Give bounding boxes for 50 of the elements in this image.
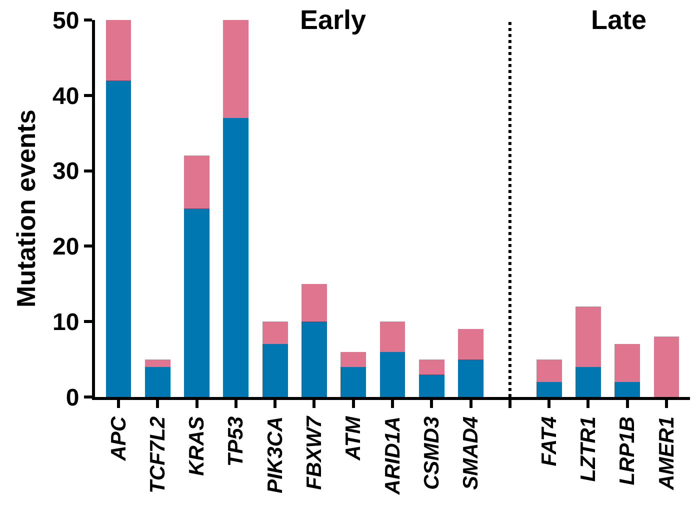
bar — [106, 80, 132, 397]
bar — [262, 344, 288, 397]
x-tick-label: LZTR1 — [577, 416, 600, 482]
x-tick-label: ATM — [342, 416, 366, 462]
x-tick-label: AMER1 — [655, 416, 678, 491]
bar — [184, 156, 210, 208]
x-tick-label: FAT4 — [538, 416, 561, 466]
bar — [340, 352, 366, 367]
bar — [144, 366, 170, 397]
x-tick-label: KRAS — [186, 416, 209, 476]
bar — [340, 366, 366, 397]
x-tick-label: ARID1A — [381, 416, 404, 496]
x-tick-label: PIK3CA — [264, 416, 287, 494]
x-tick-label: LRP1B — [616, 416, 640, 486]
x-tick-label: TP53 — [224, 416, 248, 467]
bar — [536, 382, 562, 397]
annotation: Late — [591, 5, 647, 35]
bar — [301, 284, 327, 322]
bar — [144, 359, 170, 367]
x-tick-label: FBXW7 — [303, 415, 326, 490]
bar — [223, 118, 249, 397]
annotation: Early — [300, 5, 366, 35]
bar — [380, 352, 406, 397]
x-tick-label: CSMD3 — [420, 416, 444, 490]
bar — [536, 359, 562, 382]
y-tick-label: 50 — [52, 7, 80, 34]
bar — [418, 374, 444, 397]
bar — [223, 20, 249, 118]
y-tick-label: 20 — [52, 234, 80, 261]
bar — [418, 359, 444, 374]
y-tick-label: 10 — [52, 309, 80, 336]
bar — [614, 344, 640, 382]
y-tick-label: 0 — [66, 384, 80, 412]
bar — [654, 336, 680, 397]
y-axis-title: Mutation events — [10, 110, 41, 308]
x-tick-label: SMAD4 — [460, 416, 483, 490]
bar — [262, 322, 288, 344]
bar — [184, 208, 210, 397]
bar — [576, 306, 601, 367]
y-tick-label: 40 — [52, 82, 80, 110]
bar — [458, 359, 484, 397]
bar — [576, 366, 601, 397]
bar — [380, 322, 406, 352]
x-tick-label: APC — [107, 416, 130, 462]
y-tick-label: 30 — [52, 158, 80, 186]
bar — [301, 322, 327, 397]
x-tick-label: TCF7L2 — [146, 416, 170, 494]
bar — [106, 20, 132, 80]
bar — [614, 382, 640, 397]
bar — [458, 329, 484, 360]
